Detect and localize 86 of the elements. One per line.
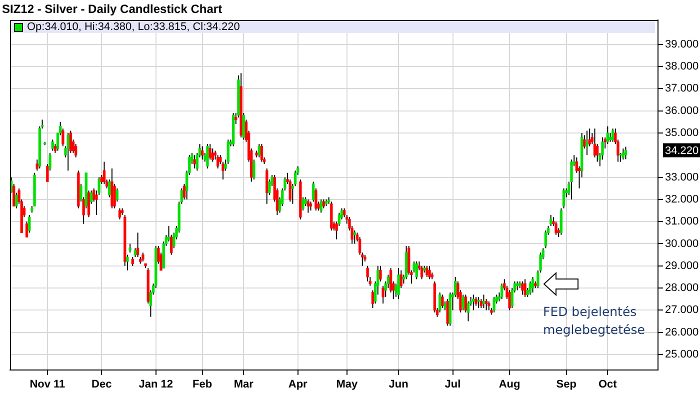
y-tick-label: 35.000 xyxy=(665,127,699,140)
candlestick xyxy=(524,278,526,298)
candlestick xyxy=(216,154,220,169)
candlestick xyxy=(554,221,558,236)
candlestick xyxy=(382,285,384,304)
y-tick-label: 30.000 xyxy=(665,238,699,250)
candlestick xyxy=(560,208,563,236)
candlestick xyxy=(482,294,486,308)
candlestick xyxy=(260,144,264,162)
candlestick xyxy=(266,168,268,204)
candlestick xyxy=(320,198,322,214)
candlestick xyxy=(102,161,106,184)
candlestick xyxy=(48,152,52,172)
candlestick xyxy=(562,188,566,209)
info-strip: Op:34.010, Hi:34.380, Lo:33.815, Cl:34.220 xyxy=(11,21,655,33)
x-tick-label: Jun xyxy=(388,378,409,391)
candlestick xyxy=(201,146,204,160)
text: 34.220 xyxy=(665,144,699,157)
candlestick xyxy=(570,159,573,200)
candlestick xyxy=(118,208,122,220)
y-tick-label: 25.000 xyxy=(665,348,699,361)
candlestick xyxy=(596,144,599,162)
candlestick xyxy=(258,144,260,158)
candlestick xyxy=(211,148,214,162)
candlestick xyxy=(531,276,534,293)
chart-title: SIZ12 - Silver - Daily Candlestick Chart xyxy=(2,2,222,16)
y-tick-label: 29.000 xyxy=(665,260,699,272)
candlestick xyxy=(206,144,209,169)
candlestick xyxy=(366,265,369,282)
candlestick xyxy=(484,298,488,311)
candlestick xyxy=(611,128,614,142)
y-tick-label: 36.000 xyxy=(665,104,699,117)
candlestick xyxy=(544,230,548,249)
candlestick xyxy=(528,280,532,296)
candlestick xyxy=(593,128,596,158)
y-tick-label: 27.000 xyxy=(665,304,699,316)
candlestick xyxy=(438,292,442,313)
candlestick xyxy=(586,130,588,156)
candlestick xyxy=(492,296,496,313)
annotation: Op:34.010, Hi:34.380, Lo:33.815, Cl:34.220 xyxy=(27,21,240,33)
x-tick-label: Jan 12 xyxy=(138,378,173,391)
candlestick xyxy=(420,265,424,280)
y-tick-label: 39.000 xyxy=(665,38,699,50)
annotation: FED bejelentés meglebegtetése xyxy=(543,303,646,339)
candlestick xyxy=(302,196,304,212)
y-tick-label: 32.000 xyxy=(665,193,699,206)
candlestick xyxy=(426,265,428,278)
x-tick-label: Aug xyxy=(498,378,520,391)
candlestick xyxy=(90,190,93,204)
candlestick xyxy=(415,260,418,280)
x-tick-label: Mar xyxy=(234,378,254,391)
x-tick-label: Nov 11 xyxy=(30,378,66,391)
y-tick-label: 38.000 xyxy=(665,60,699,73)
x-tick-label: Dec xyxy=(92,378,112,391)
candlestick xyxy=(622,148,624,160)
y-tick-label: 26.000 xyxy=(665,326,699,338)
candlestick xyxy=(193,154,196,169)
candlestick xyxy=(306,198,310,214)
candlestick xyxy=(397,268,400,300)
y-tick-label: 31.000 xyxy=(665,216,699,228)
candlestick xyxy=(28,214,31,234)
candlestick xyxy=(508,290,511,311)
y-tick-label: 28.000 xyxy=(665,282,699,294)
candlestick xyxy=(66,132,70,172)
x-tick-label: Jul xyxy=(444,378,461,391)
candlestick xyxy=(521,280,524,296)
candlestick xyxy=(550,214,552,227)
candlestick xyxy=(428,265,431,280)
candlestick xyxy=(462,294,464,311)
candlestick xyxy=(500,283,504,300)
candlestick xyxy=(74,144,78,158)
candlestick xyxy=(477,296,480,308)
candlestick xyxy=(136,232,140,258)
x-tick-label: May xyxy=(336,378,358,391)
x-tick-label: Feb xyxy=(192,378,212,391)
candlestick xyxy=(87,190,90,218)
x-tick-label: Oct xyxy=(598,378,618,391)
x-tick-label: Sep xyxy=(556,378,577,391)
candlestick xyxy=(51,139,54,152)
x-tick-label: Apr xyxy=(288,378,308,391)
candlestick xyxy=(15,192,18,209)
candlestick xyxy=(441,294,444,308)
y-tick-label: 33.000 xyxy=(665,171,699,184)
candlestick xyxy=(116,188,118,202)
candlestick xyxy=(606,126,609,145)
y-tick-label: 37.000 xyxy=(665,82,699,95)
